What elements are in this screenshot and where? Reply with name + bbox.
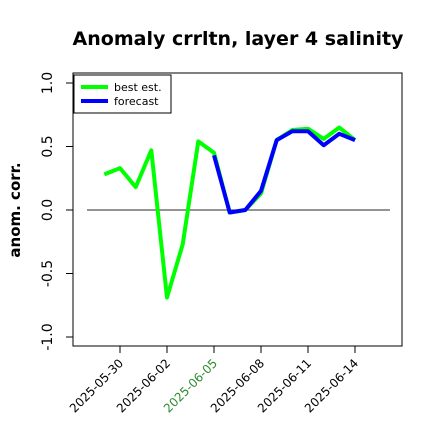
y-axis: -1.0 -0.5 0.0 0.5 1.0 <box>40 72 73 351</box>
y-tick-label: 1.0 <box>40 72 56 94</box>
legend-label-forecast: forecast <box>114 95 159 108</box>
y-tick-label: -0.5 <box>40 260 56 287</box>
series-line-forecast <box>212 129 356 215</box>
y-tick-label: -1.0 <box>40 323 56 350</box>
chart-title: Anomaly crrltn, layer 4 salinity <box>73 28 404 50</box>
legend-box <box>73 74 172 114</box>
x-axis: 2025-05-302025-06-022025-06-052025-06-08… <box>67 346 361 415</box>
y-tick-label: 0.0 <box>40 199 56 221</box>
y-axis-label: anom. corr. <box>6 162 24 257</box>
series-layer <box>103 125 357 300</box>
legend-label-best-est: best est. <box>114 81 162 94</box>
legend: best est. forecast <box>73 74 172 114</box>
y-tick-label: 0.5 <box>40 135 56 157</box>
